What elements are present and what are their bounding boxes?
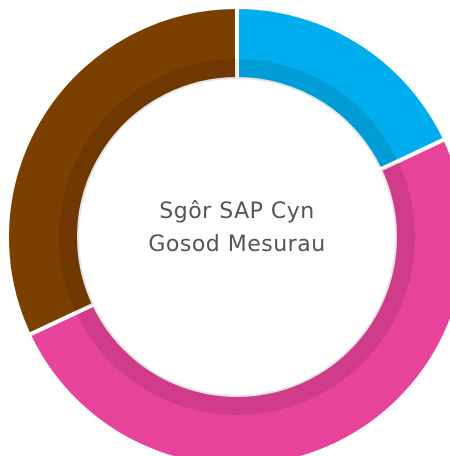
chart-title: Sgôr SAP Cyn Gosod Mesurau: [148, 199, 326, 257]
inner-shade: [58, 59, 238, 313]
donut-segment: [235, 4, 448, 173]
donut-segment: [26, 136, 450, 456]
inner-shade: [237, 59, 399, 170]
donut-segment: [5, 4, 239, 338]
